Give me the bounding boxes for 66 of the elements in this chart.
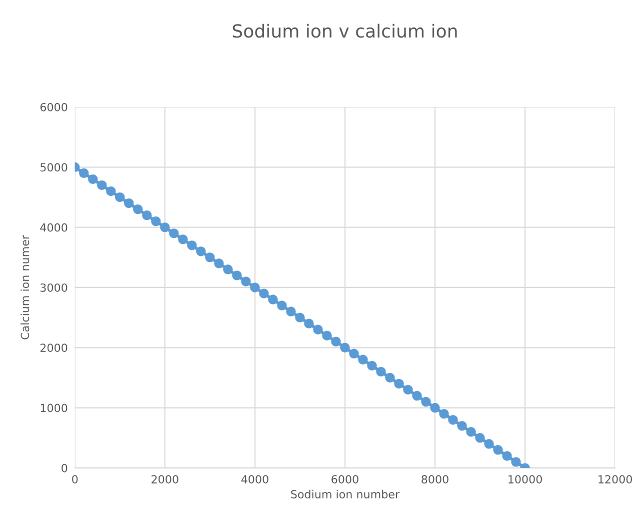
point [241,276,251,286]
point [124,198,134,208]
point [439,408,449,419]
y-tick-label: 6000 [40,102,68,112]
point [151,216,161,226]
point [421,396,431,407]
point [97,180,107,190]
point [178,234,188,244]
point [385,372,395,383]
point [403,384,413,395]
chart-title: Sodium ion v calcium ion [232,24,457,38]
point [322,330,332,340]
x-tick-label: 4000 [241,475,268,484]
point [394,378,404,389]
y-tick-label: 1000 [40,404,68,412]
point [430,402,440,413]
point [511,457,521,467]
x-tick-label: 0 [72,475,78,484]
point [475,433,485,443]
point [133,204,143,214]
point [367,360,377,371]
point [232,270,242,280]
point [268,294,278,304]
point [160,222,170,232]
point [142,210,152,220]
point [259,288,269,298]
x-tick-label: 6000 [332,475,358,484]
point [88,174,98,184]
point [358,354,368,365]
y-tick-label: 0 [62,464,68,472]
point [286,306,296,316]
point [331,336,341,346]
x-tick-label: 2000 [152,475,178,484]
point [502,451,512,461]
point [295,312,305,322]
y-tick-label: 3000 [40,283,68,292]
point [340,342,350,352]
point [115,192,125,202]
x-tick-label: 10000 [508,475,542,484]
point [466,427,476,437]
point [313,324,323,334]
point [376,366,386,377]
point [169,228,179,238]
x-axis-title: Sodium ion number [291,490,400,498]
point [304,318,314,328]
point [205,252,215,262]
x-tick-label: 8000 [422,475,448,484]
x-tick-label: 12000 [598,475,632,484]
y-tick-label: 4000 [40,223,68,232]
point [277,300,287,310]
point [250,282,260,292]
point [457,420,467,431]
point [79,168,89,178]
point [349,348,359,359]
point [106,186,116,196]
y-axis-title: Calcium ion numer [20,234,30,340]
y-tick-label: 5000 [40,163,68,172]
point [412,390,422,401]
point [223,264,233,274]
point [484,439,494,449]
point [187,240,197,250]
point [493,445,503,455]
point [214,258,224,268]
point [196,246,206,256]
point [448,414,458,425]
y-tick-label: 2000 [40,344,68,352]
